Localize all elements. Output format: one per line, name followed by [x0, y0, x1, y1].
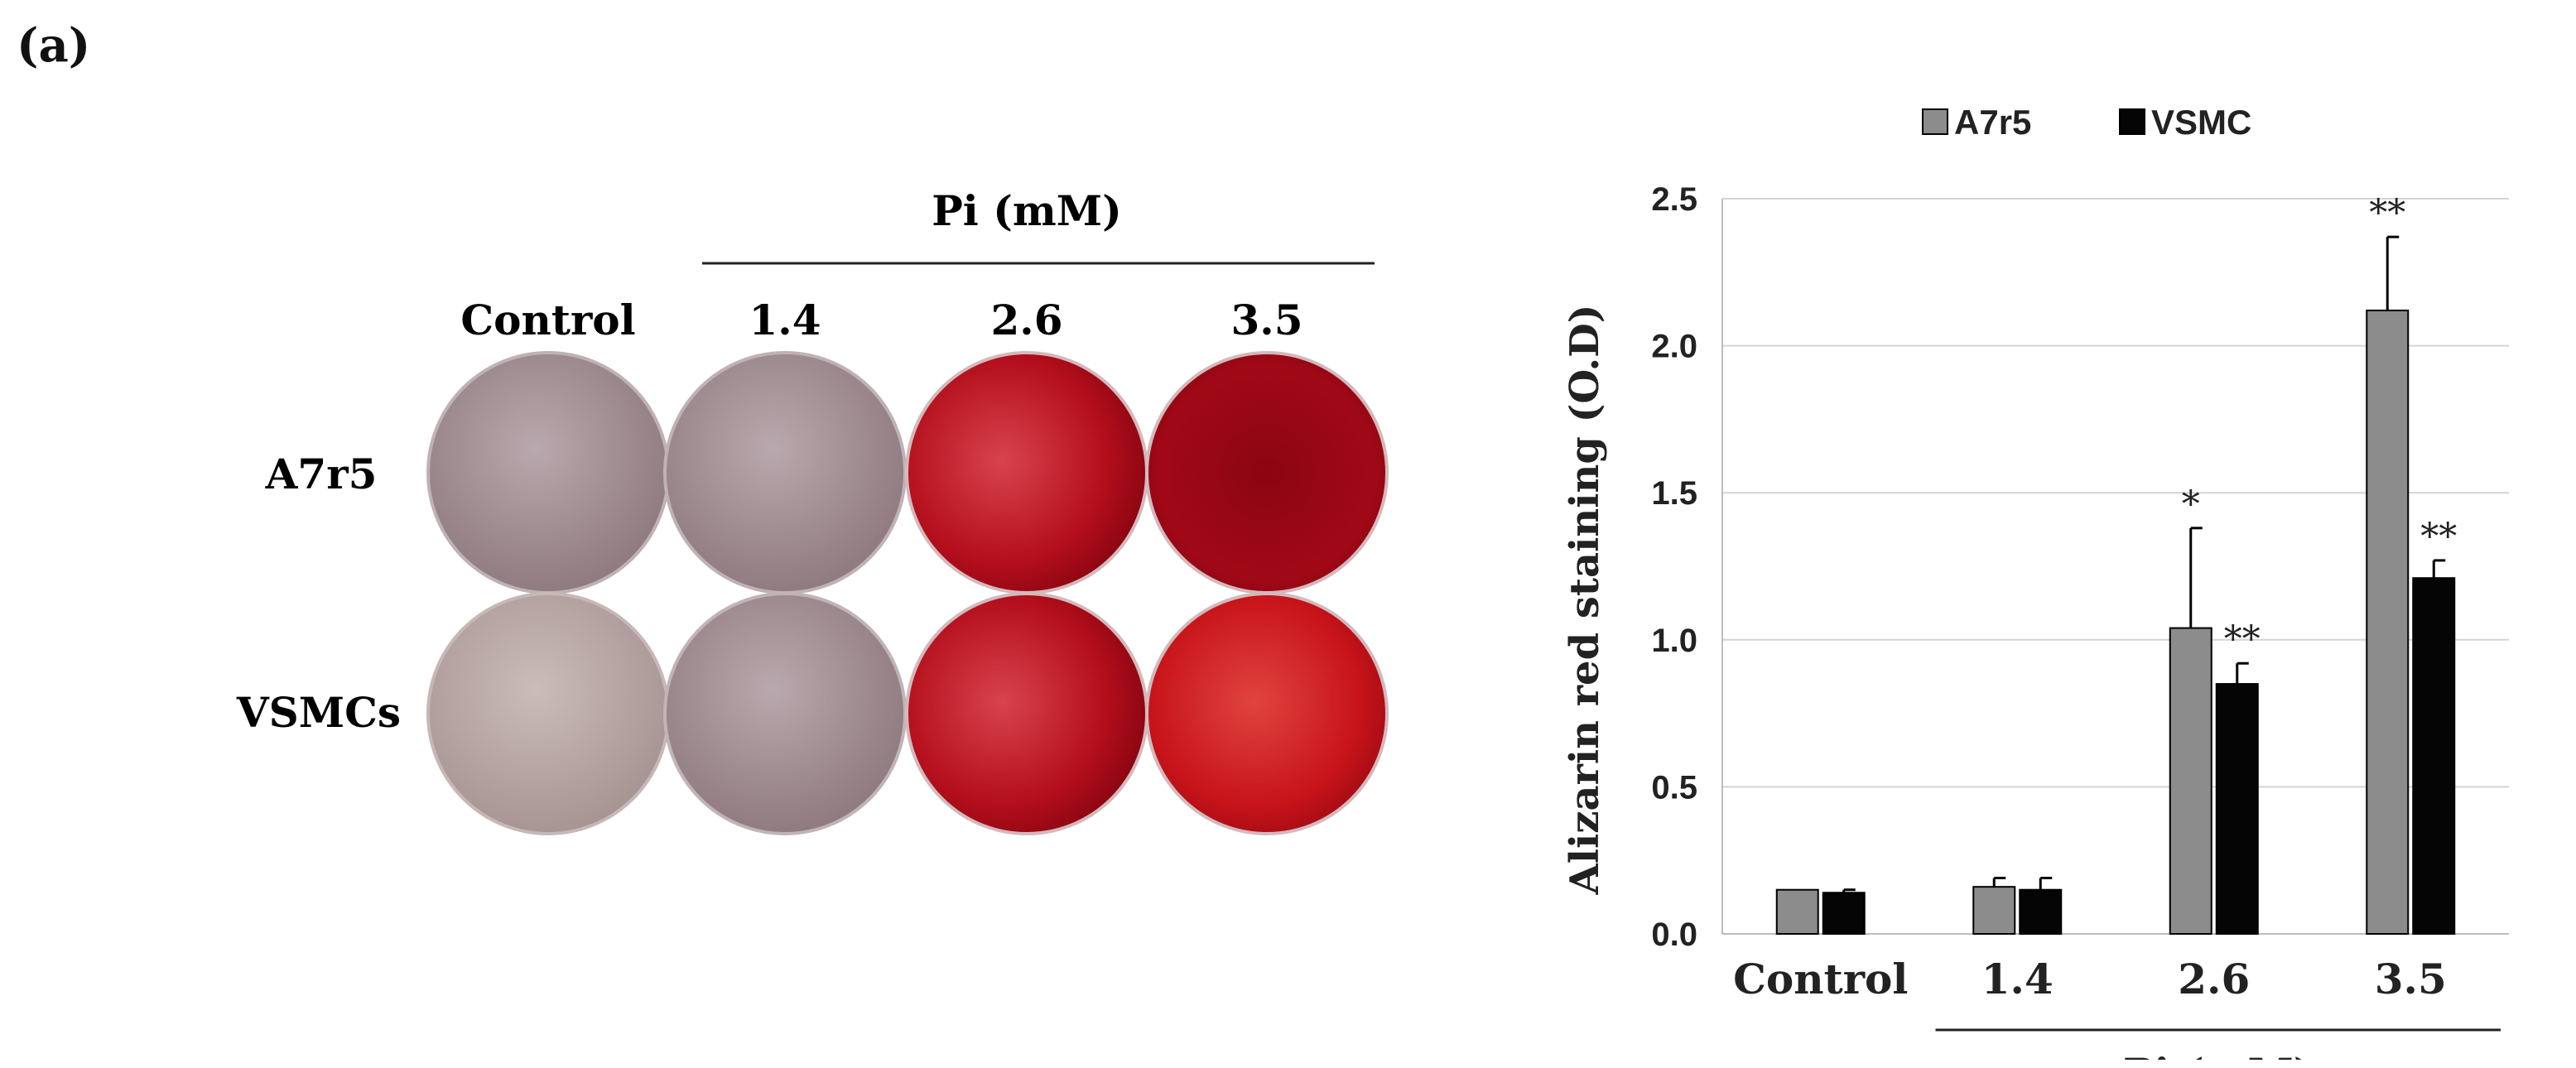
bars	[1775, 235, 2456, 936]
bar-vsmc	[2019, 888, 2063, 935]
well-vsmc-2-6	[905, 592, 1148, 835]
y-tick-label: 2.0	[1651, 329, 1697, 365]
bar-vsmc	[2412, 577, 2456, 935]
panel-label: (a)	[17, 18, 91, 73]
legend-label-vsmc: VSMC	[2151, 103, 2251, 142]
plate-col-label: 1.4	[749, 296, 821, 344]
bar-chart: 0.0 0.5 1.0 1.5 2.0 2.5 Control 1.4 * ** 2.6 ** ** 3.…	[1532, 83, 2550, 1068]
plate-col-label: Control	[460, 296, 635, 344]
well-a7r5-1-4	[663, 351, 907, 594]
well-vsmc-control	[426, 592, 670, 835]
well-a7r5-control	[426, 351, 670, 594]
x-tick-label: 1.4	[1981, 955, 2054, 1003]
plate-col-label: 2.6	[991, 296, 1063, 344]
bar-a7r5	[2169, 627, 2212, 935]
y-tick-label: 0.5	[1651, 769, 1697, 806]
bar-a7r5	[1775, 888, 1819, 935]
x-tick-label: 3.5	[2375, 955, 2447, 1003]
significance-mark: **	[2369, 192, 2405, 234]
legend: A7r5 VSMC	[1922, 103, 2251, 142]
y-tick-label: 1.5	[1651, 475, 1697, 512]
legend-swatch-vsmc	[2119, 108, 2145, 135]
plate-row-label: VSMCs	[236, 688, 401, 737]
legend-swatch-a7r5	[1922, 108, 1948, 135]
y-tick-label: 0.0	[1651, 916, 1697, 953]
plate-col-label: 3.5	[1231, 296, 1303, 344]
plate-figure: Pi (mM) Control 1.4 2.6 3.5 A7r5 VSMCs	[236, 186, 1389, 835]
x-tick-label: 2.6	[2178, 955, 2250, 1003]
well-vsmc-3-5	[1145, 592, 1389, 835]
legend-label-a7r5: A7r5	[1954, 103, 2031, 142]
plate-canvas: Pi (mM) Control 1.4 2.6 3.5 A7r5 VSMCs	[236, 186, 1389, 835]
significance-mark: **	[2224, 618, 2261, 661]
x-tick-label: Control	[1733, 955, 1908, 1003]
significance-mark: *	[2182, 483, 2200, 526]
bar-vsmc	[2215, 683, 2259, 936]
significance-mark: **	[2420, 516, 2457, 558]
well-a7r5-3-5	[1145, 351, 1389, 594]
y-axis-title: Alizarin red staining (O.D)	[1562, 305, 1608, 896]
plate-row-label: A7r5	[265, 450, 378, 498]
well-a7r5-2-6	[905, 351, 1148, 594]
plate-group-header: Pi (mM)	[932, 186, 1122, 235]
bar-a7r5	[1972, 886, 2016, 936]
bar-vsmc	[1822, 892, 1866, 935]
bar-a7r5	[2366, 309, 2410, 935]
y-tick-label: 2.5	[1651, 181, 1697, 218]
x-group-label: Pi (mM)	[2123, 1049, 2314, 1060]
y-tick-label: 1.0	[1651, 623, 1697, 659]
well-vsmc-1-4	[663, 592, 907, 835]
